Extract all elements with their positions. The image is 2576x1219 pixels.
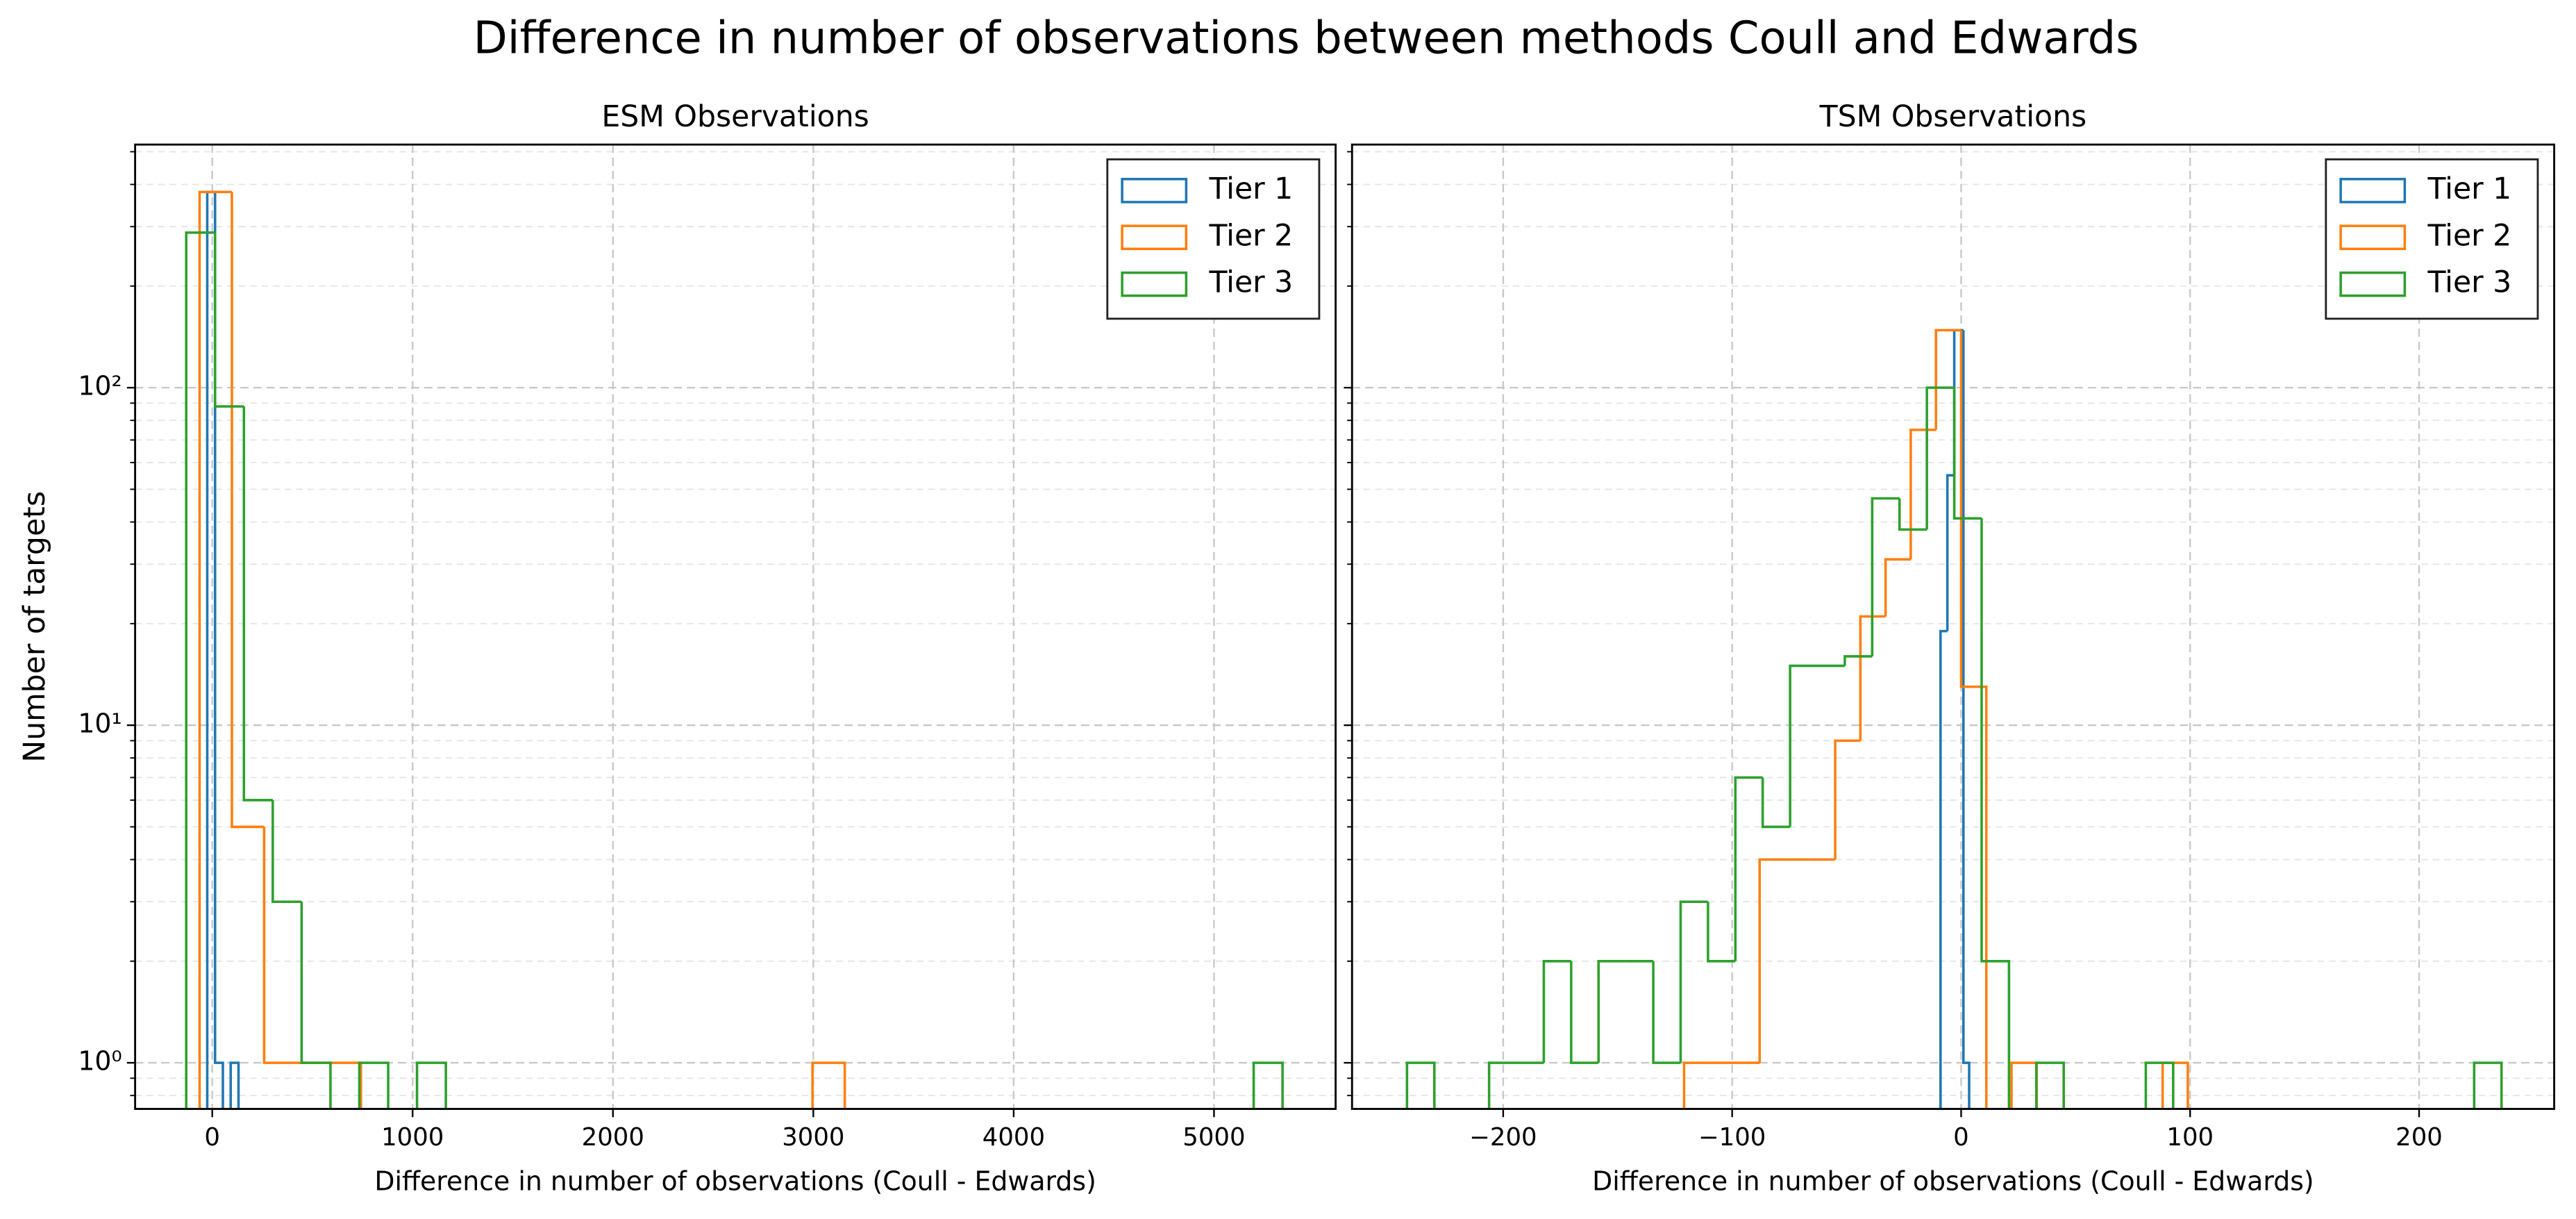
histogram-bin: [1925, 386, 1955, 530]
histogram-bin: [811, 1061, 846, 1109]
x-tick-label: −200: [1469, 1123, 1537, 1152]
histogram-bin: [358, 1061, 390, 1109]
histogram-bin: [1734, 776, 1763, 961]
histogram-bin: [1542, 960, 1571, 1063]
histogram-bin: [1789, 664, 1818, 827]
histogram-bin: [1487, 1061, 1517, 1109]
histogram-bin: [1405, 1061, 1436, 1109]
histogram-bin: [1652, 961, 1681, 1064]
legend-label: Tier 3: [1208, 265, 1293, 300]
histogram-bin: [1871, 497, 1900, 656]
legend-swatch: [2339, 224, 2407, 251]
histogram-bin: [262, 827, 296, 1064]
legend-swatch: [1121, 178, 1188, 204]
x-tick-label: −100: [1698, 1123, 1766, 1152]
histogram-bin: [1946, 474, 1955, 631]
legend-swatch: [1121, 271, 1188, 297]
histogram: [185, 190, 1284, 1109]
histogram-bin: [2473, 1061, 2503, 1109]
histogram-bin: [1909, 429, 1937, 560]
histogram-bin: [1884, 558, 1911, 617]
legend-swatch: [2339, 271, 2407, 297]
legend: Tier 1 Tier 2 Tier 3: [1106, 158, 1321, 320]
plot-frame: [1350, 143, 2556, 1110]
histogram-bin: [1952, 388, 1982, 520]
y-tick-label: 10²: [78, 371, 122, 401]
histogram: [1405, 329, 2503, 1109]
legend-swatch: [1121, 224, 1188, 251]
histogram-bin: [2144, 1061, 2175, 1109]
histogram-bin: [185, 231, 215, 1109]
histogram-bin: [2035, 1061, 2065, 1109]
legend-label: Tier 1: [1208, 172, 1293, 206]
histogram-bin: [328, 1061, 362, 1109]
legend: Tier 1 Tier 2 Tier 3: [2325, 158, 2539, 320]
legend-box: [2325, 158, 2539, 320]
histogram-bin: [1959, 330, 1988, 1109]
legend-label: Tier 1: [2427, 172, 2511, 206]
x-tick-label: 4000: [982, 1123, 1045, 1152]
histogram-bin: [1934, 329, 1962, 430]
legend-label: Tier 2: [2427, 218, 2511, 253]
panel: ESM Observations Difference in number of …: [17, 99, 1337, 1196]
x-tick-label: 5000: [1182, 1123, 1245, 1152]
panel: TSM Observations Difference in number of …: [1344, 99, 2556, 1196]
histogram-bin: [1707, 902, 1736, 963]
legend-box: [1106, 158, 1321, 320]
histogram-bin: [300, 902, 332, 1109]
histogram-bin: [1980, 518, 2011, 1109]
histogram-bin: [271, 799, 302, 904]
histogram-bin: [1252, 1061, 1284, 1109]
histogram-bin: [1570, 961, 1599, 1064]
figure-title: Difference in number of observations bet…: [474, 13, 2139, 65]
histogram-bin: [242, 406, 273, 802]
histogram-bin: [1682, 1061, 1709, 1109]
histogram-bin: [231, 192, 265, 829]
panel-title: TSM Observations: [1819, 99, 2087, 134]
histogram-bin: [2010, 1061, 2039, 1109]
y-tick-label: 10¹: [78, 708, 122, 739]
panel-title: ESM Observations: [601, 99, 869, 134]
x-tick-label: 2000: [582, 1123, 644, 1152]
legend-swatch: [2339, 178, 2407, 204]
x-tick-label: 3000: [782, 1123, 844, 1152]
histogram-bin: [1761, 777, 1791, 829]
histogram-bin: [1679, 900, 1708, 1063]
histogram-bin: [415, 1061, 447, 1109]
histogram-bin: [213, 232, 244, 408]
histogram-bin: [1962, 330, 1971, 1109]
histogram-bin: [1834, 739, 1861, 860]
x-tick-label: 100: [2166, 1123, 2214, 1152]
histogram-bin: [2161, 1061, 2189, 1109]
histogram-bin: [1597, 960, 1626, 1063]
x-axis-label: Difference in number of observations (Co…: [374, 1166, 1096, 1196]
x-tick-label: 200: [2395, 1123, 2443, 1152]
x-axis-label: Difference in number of observations (Co…: [1592, 1166, 2314, 1196]
histogram-bin: [198, 190, 232, 1109]
plot-frame: [134, 143, 1337, 1110]
y-axis-label: Number of targets: [17, 491, 52, 763]
histogram-bin: [1859, 615, 1886, 741]
legend-label: Tier 3: [2427, 265, 2511, 300]
histogram-bin: [1758, 858, 1785, 1063]
histogram-bin: [213, 192, 224, 1109]
histogram-bin: [1898, 498, 1927, 531]
histogram-bin: [1939, 629, 1948, 1109]
legend-label: Tier 2: [1208, 218, 1293, 253]
x-tick-label: 1000: [381, 1123, 444, 1152]
x-tick-label: 0: [204, 1123, 220, 1152]
x-tick-label: 0: [1953, 1123, 1969, 1152]
histogram-bin: [229, 1061, 240, 1109]
y-tick-label: 10⁰: [78, 1046, 122, 1077]
histogram-bin: [1843, 655, 1873, 666]
